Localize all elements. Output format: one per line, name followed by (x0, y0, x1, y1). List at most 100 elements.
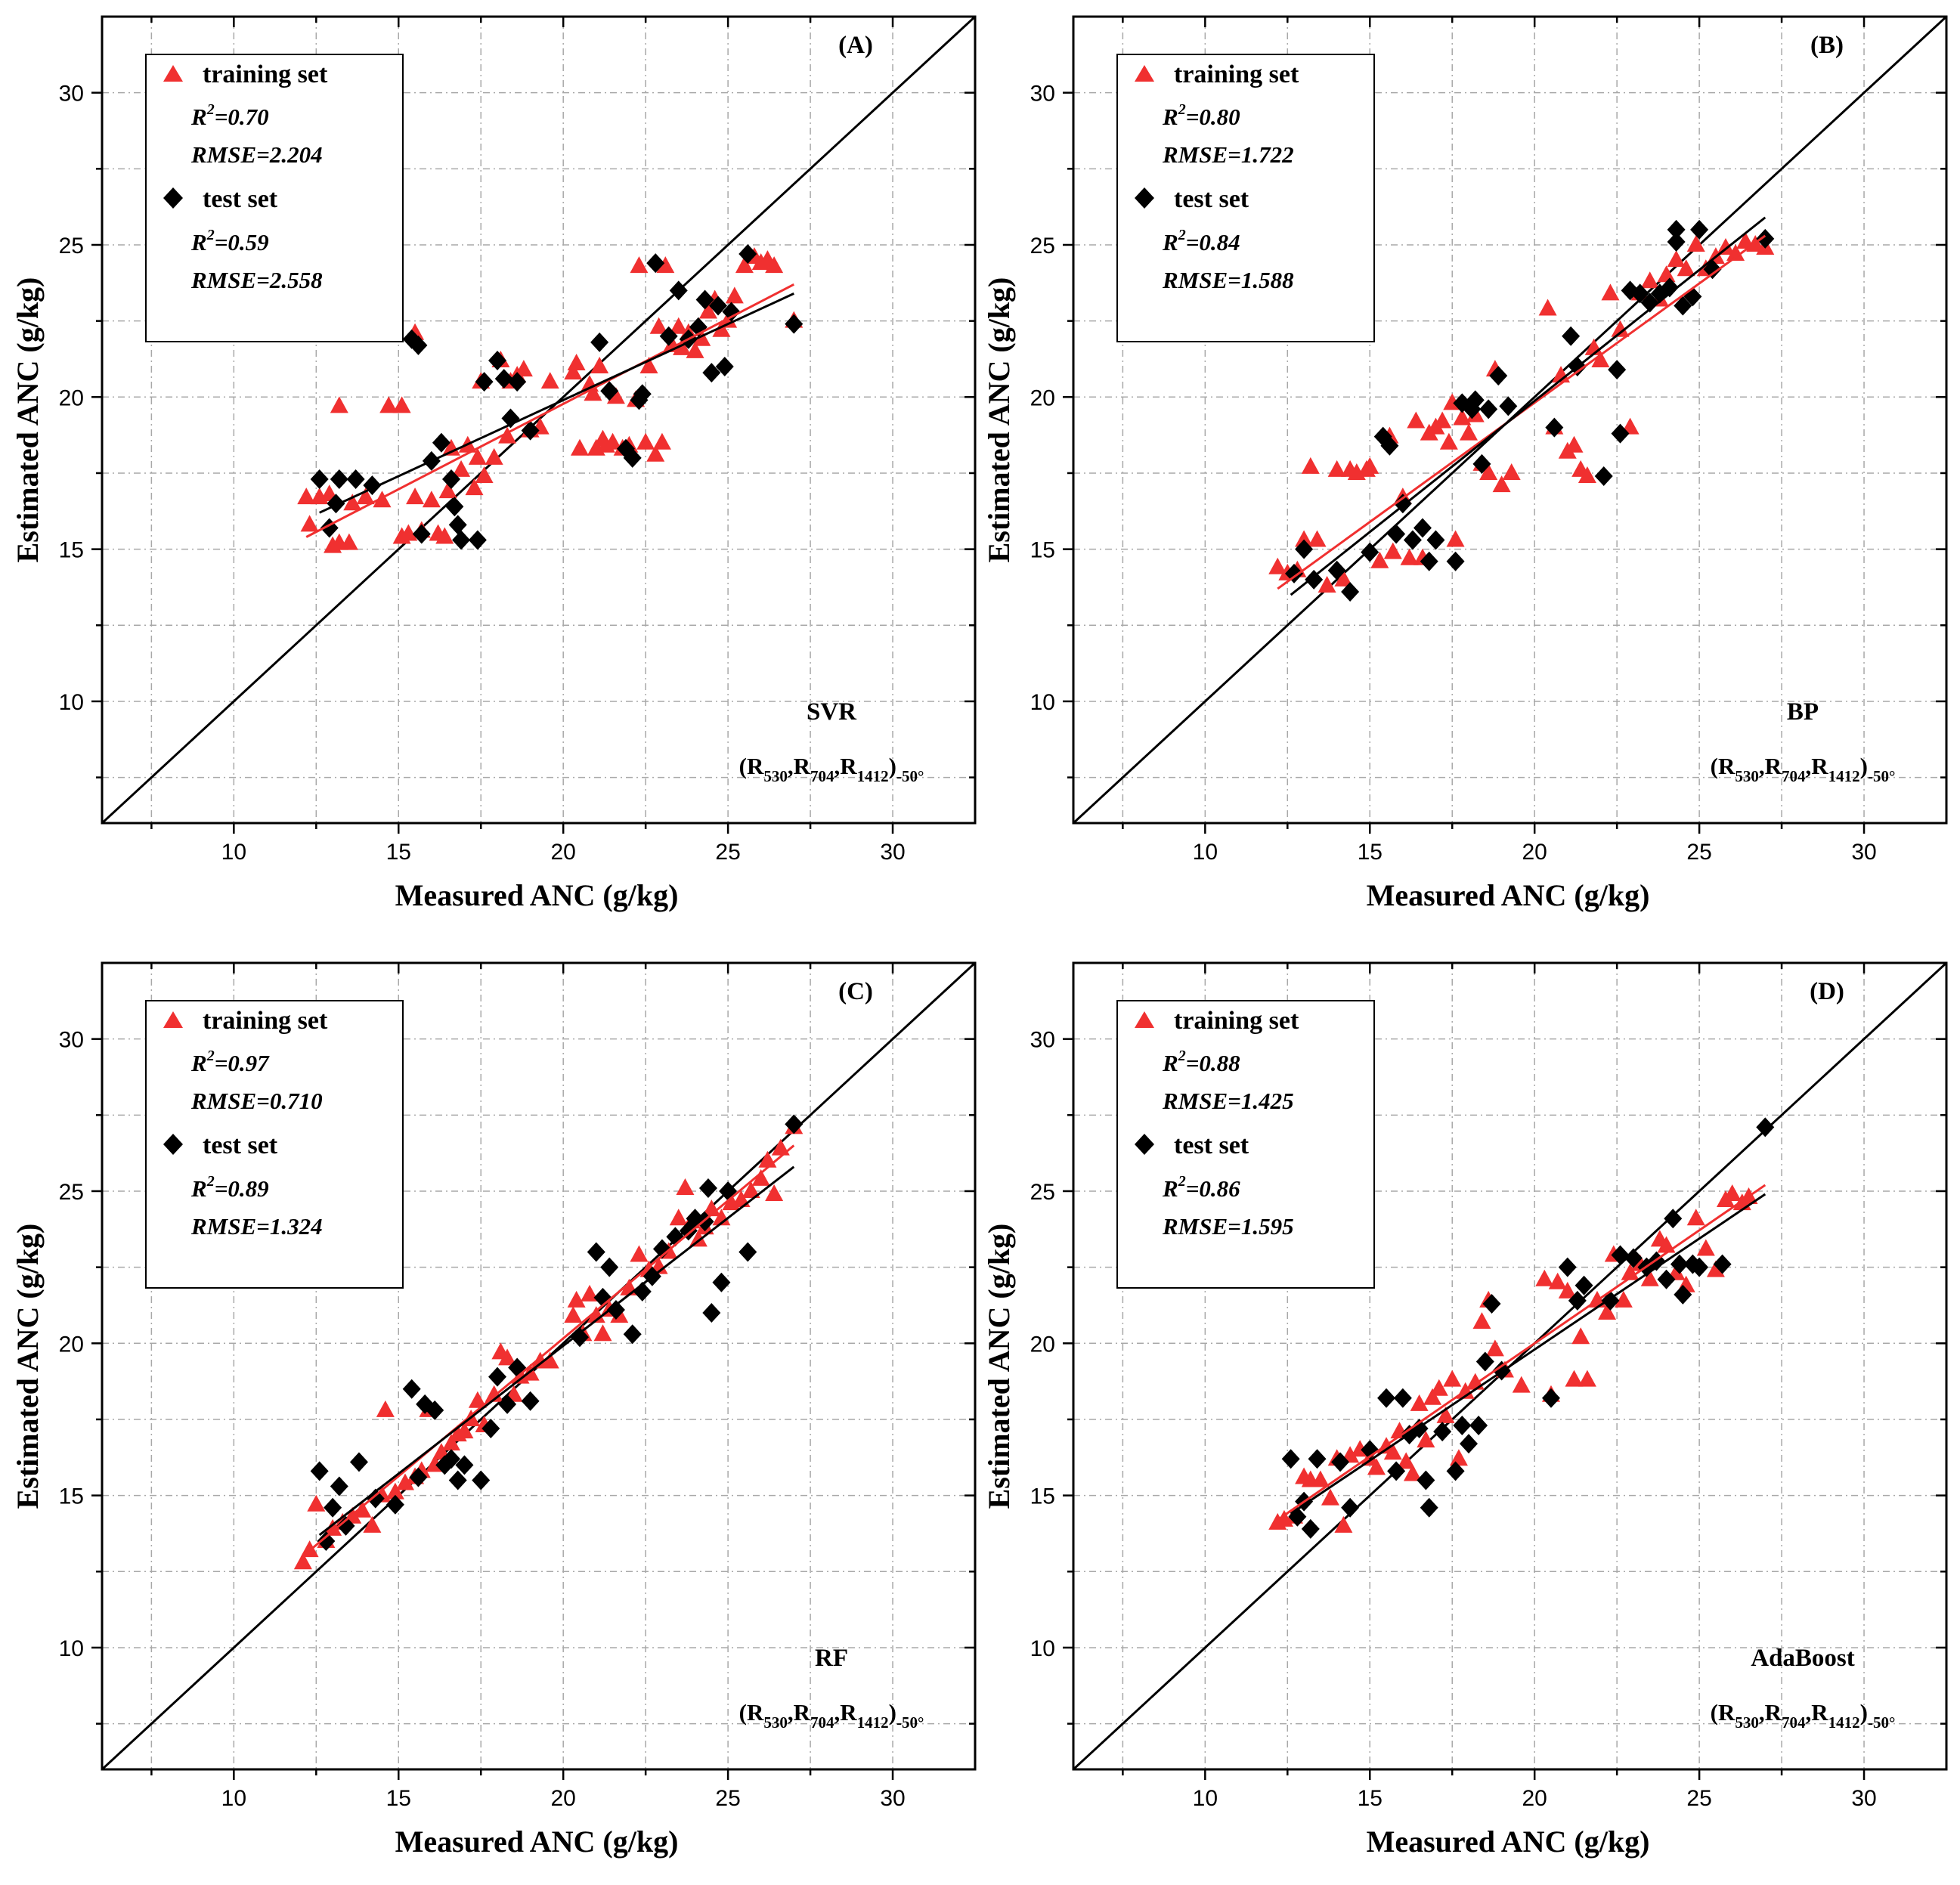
x-tick-label: 25 (715, 840, 740, 865)
test-point (494, 369, 513, 389)
test-point (521, 1391, 540, 1411)
test-r2: R2=0.59 (190, 227, 269, 255)
training-point (1565, 435, 1584, 453)
data-points (297, 244, 804, 553)
x-tick-label: 20 (1522, 840, 1547, 865)
training-rmse: RMSE=1.425 (1162, 1088, 1294, 1114)
test-point (521, 420, 540, 441)
y-tick-label: 25 (59, 234, 84, 258)
training-point (1361, 457, 1379, 474)
test-point (1660, 277, 1679, 298)
test-point (346, 469, 365, 490)
test-point (1756, 228, 1775, 249)
x-tick-label: 10 (221, 1786, 246, 1811)
test-point (702, 363, 721, 383)
test-point (1305, 569, 1324, 590)
training-r2: R2=0.97 (190, 1048, 270, 1076)
training-point (356, 488, 375, 505)
test-point (698, 1178, 717, 1198)
panel-label: (D) (1810, 978, 1844, 1005)
test-point (498, 1394, 517, 1414)
test-point (448, 515, 467, 535)
training-r2: R2=0.70 (190, 101, 269, 130)
test-point (488, 350, 507, 370)
test-point (1420, 1497, 1438, 1518)
test-point (669, 280, 688, 301)
training-point (1611, 320, 1630, 337)
training-point (1318, 575, 1336, 593)
training-point (564, 1306, 583, 1323)
training-point (498, 1348, 517, 1366)
training-point (686, 341, 704, 358)
training-point (1370, 551, 1389, 568)
training-point (540, 1351, 559, 1369)
x-tick-label: 25 (715, 1786, 740, 1811)
plot-frame (1072, 961, 1948, 1771)
feature-set-label: (R530,R704,R1412)-50° (1711, 753, 1896, 785)
training-point (540, 372, 559, 389)
training-point (1308, 530, 1327, 547)
x-tick-label: 30 (880, 1786, 905, 1811)
x-tick-label: 15 (1358, 840, 1383, 865)
legend-test-label: test set (203, 185, 278, 213)
training-point (1446, 530, 1465, 547)
training-point (435, 527, 454, 544)
x-tick-label: 20 (551, 840, 576, 865)
test-point (633, 384, 652, 404)
legend-test-label: test set (203, 1131, 278, 1159)
plot-frame (101, 15, 977, 825)
training-point (465, 478, 484, 496)
test-point (623, 447, 642, 468)
training-point (1565, 1370, 1584, 1387)
training-point (1502, 463, 1521, 480)
test-point (785, 314, 804, 334)
legend-triangle-icon (163, 65, 183, 82)
ticks (1063, 17, 1946, 834)
y-tick-label: 20 (59, 1332, 84, 1357)
y-tick-label: 20 (1030, 1332, 1055, 1357)
test-point (702, 1303, 721, 1323)
training-point (1601, 283, 1620, 301)
training-point (652, 432, 671, 450)
training-r2: R2=0.88 (1162, 1048, 1240, 1076)
legend-triangle-icon (1135, 65, 1154, 82)
test-point (442, 469, 460, 490)
test-rmse: RMSE=2.558 (190, 267, 323, 293)
training-point (590, 357, 609, 374)
legend-diamond-icon (163, 187, 183, 209)
test-point (1558, 1257, 1577, 1277)
x-tick-label: 10 (1193, 1786, 1218, 1811)
test-point (1482, 1293, 1501, 1314)
training-point (692, 329, 711, 346)
y-axis-title: Estimated ANC (g/kg) (11, 1224, 45, 1509)
training-rmse: RMSE=2.204 (190, 141, 323, 168)
training-point (1439, 432, 1458, 450)
training-point (1321, 1488, 1339, 1506)
test-point (1341, 1497, 1360, 1518)
test-r2: R2=0.86 (1162, 1173, 1240, 1202)
ticks (1063, 963, 1946, 1780)
test-rmse: RMSE=1.588 (1162, 267, 1294, 293)
test-point (570, 1327, 589, 1348)
test-point (445, 497, 464, 517)
one-to-one-line (102, 17, 975, 823)
test-point (1403, 530, 1422, 550)
legend: training set R2=0.88 RMSE=1.425 test set R2=… (1116, 1000, 1375, 1289)
test-point (738, 244, 757, 265)
x-tick-label: 20 (1522, 1786, 1547, 1811)
training-point (742, 1181, 760, 1198)
test-rmse: RMSE=1.595 (1162, 1213, 1294, 1240)
legend-training-label: training set (203, 1007, 328, 1035)
y-tick-label: 30 (1030, 82, 1055, 107)
y-tick-label: 30 (59, 1028, 84, 1053)
training-point (363, 1515, 382, 1533)
test-point (1667, 231, 1686, 252)
test-point (606, 1300, 625, 1320)
training-point (1417, 1431, 1435, 1448)
training-point (1485, 1339, 1504, 1357)
training-point (1706, 1260, 1725, 1277)
test-point (488, 1367, 507, 1387)
test-point (412, 524, 431, 544)
training-point (399, 524, 418, 541)
y-axis-title: Estimated ANC (g/kg) (11, 277, 45, 563)
